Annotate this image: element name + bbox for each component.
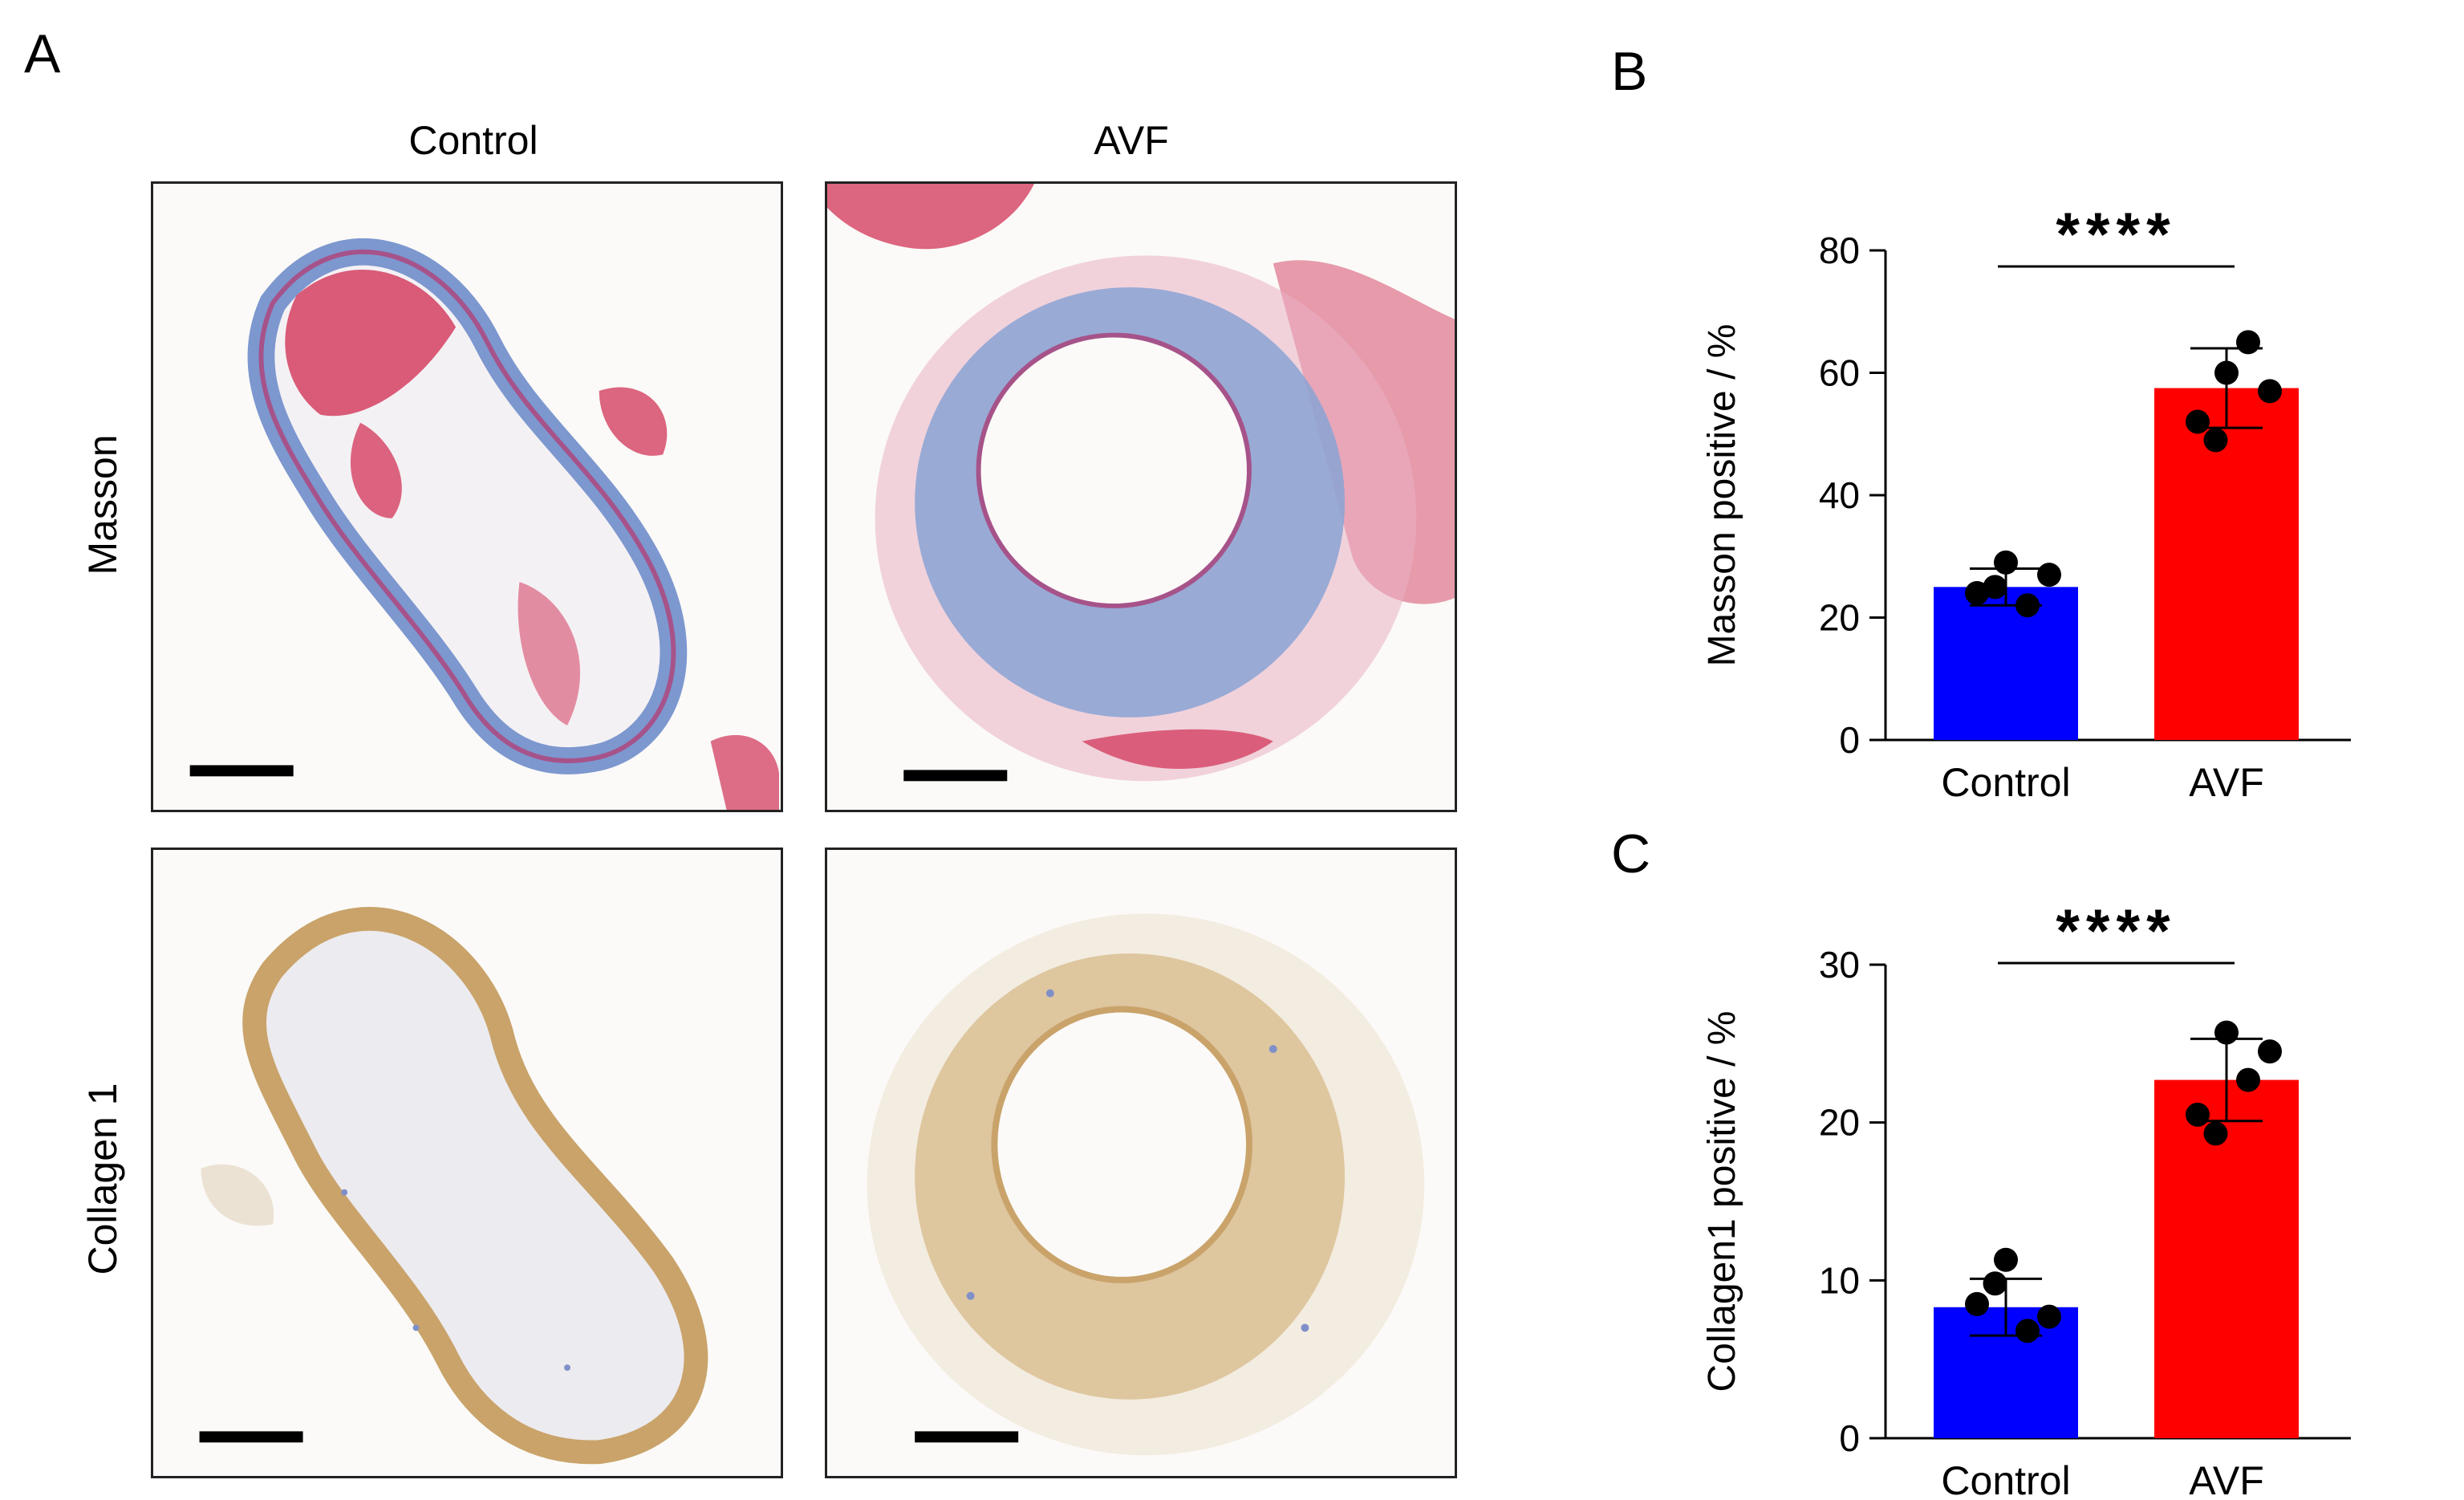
bar-avf: [2154, 388, 2299, 740]
data-point: [2236, 330, 2260, 355]
masson-avf-image: [827, 184, 1455, 782]
data-point: [2186, 409, 2210, 434]
y-tick-label: 0: [1839, 719, 1860, 761]
data-point: [2203, 1121, 2228, 1146]
x-tick-label: AVF: [2189, 1458, 2264, 1500]
data-point: [2015, 593, 2040, 618]
panel-label-a: A: [24, 23, 61, 84]
scale-bar: [915, 1431, 1019, 1443]
data-point: [1965, 1291, 1989, 1316]
data-point: [2236, 1067, 2260, 1092]
chart-masson: 0 20 40 60 80 Masson positive / % Control AVF **…: [1685, 201, 2391, 815]
data-point: [1983, 1271, 2007, 1296]
data-point: [2214, 1020, 2239, 1045]
scale-bar: [189, 765, 294, 777]
micrograph-masson-avf: [825, 181, 1457, 812]
data-point: [2203, 428, 2228, 453]
significance-stars: ****: [2056, 201, 2176, 269]
y-tick-label: 10: [1819, 1259, 1860, 1301]
x-tick-label: Control: [1941, 1458, 2070, 1500]
micrograph-collagen-avf: [825, 848, 1457, 1478]
collagen-control-image: [199, 907, 708, 1465]
scale-bar: [199, 1431, 303, 1443]
masson-bar-chart: 0 20 40 60 80 Masson positive / % Control AVF **…: [1701, 201, 2351, 805]
y-tick-label: 60: [1819, 352, 1860, 394]
panel-label-c: C: [1611, 823, 1651, 884]
masson-control-image: [189, 238, 780, 810]
data-point: [2037, 563, 2061, 587]
row-label-collagen: Collagen 1: [80, 1083, 125, 1275]
bar-control: [1934, 587, 2078, 740]
y-tick-label: 0: [1839, 1417, 1860, 1459]
data-point: [2015, 1319, 2040, 1343]
bar-avf: [2154, 1079, 2299, 1438]
significance-stars: ****: [2056, 897, 2176, 965]
collagen-avf-image: [867, 913, 1425, 1456]
data-point: [2258, 379, 2282, 404]
data-point: [2258, 1039, 2282, 1064]
y-tick-label: 80: [1819, 230, 1860, 271]
y-tick-label: 40: [1819, 474, 1860, 516]
micrograph-collagen-control: [151, 848, 783, 1478]
y-tick-label: 20: [1819, 1102, 1860, 1144]
chart-collagen: 0 10 20 30 Collagen1 positive / % Control AVF *…: [1685, 897, 2391, 1500]
y-axis-label: Masson positive / %: [1701, 324, 1743, 667]
data-point: [1994, 550, 2018, 575]
y-tick-label: 20: [1819, 597, 1860, 639]
micrograph-masson-control: [151, 181, 783, 812]
data-point: [1965, 581, 1989, 605]
x-tick-label: AVF: [2189, 760, 2264, 805]
data-point: [1994, 1247, 2018, 1272]
collagen-bar-chart: 0 10 20 30 Collagen1 positive / % Control AVF *…: [1701, 897, 2351, 1500]
column-label-control: Control: [408, 118, 538, 163]
y-axis-label: Collagen1 positive / %: [1701, 1011, 1743, 1392]
scale-bar: [903, 770, 1008, 782]
column-label-avf: AVF: [1094, 118, 1169, 163]
y-tick-label: 30: [1819, 944, 1860, 986]
row-label-masson: Masson: [80, 434, 125, 575]
data-point: [2037, 1304, 2061, 1329]
panel-label-b: B: [1611, 41, 1648, 102]
x-tick-label: Control: [1941, 760, 2070, 805]
data-point: [1983, 575, 2007, 600]
data-point: [2214, 360, 2239, 385]
data-point: [2186, 1102, 2210, 1127]
